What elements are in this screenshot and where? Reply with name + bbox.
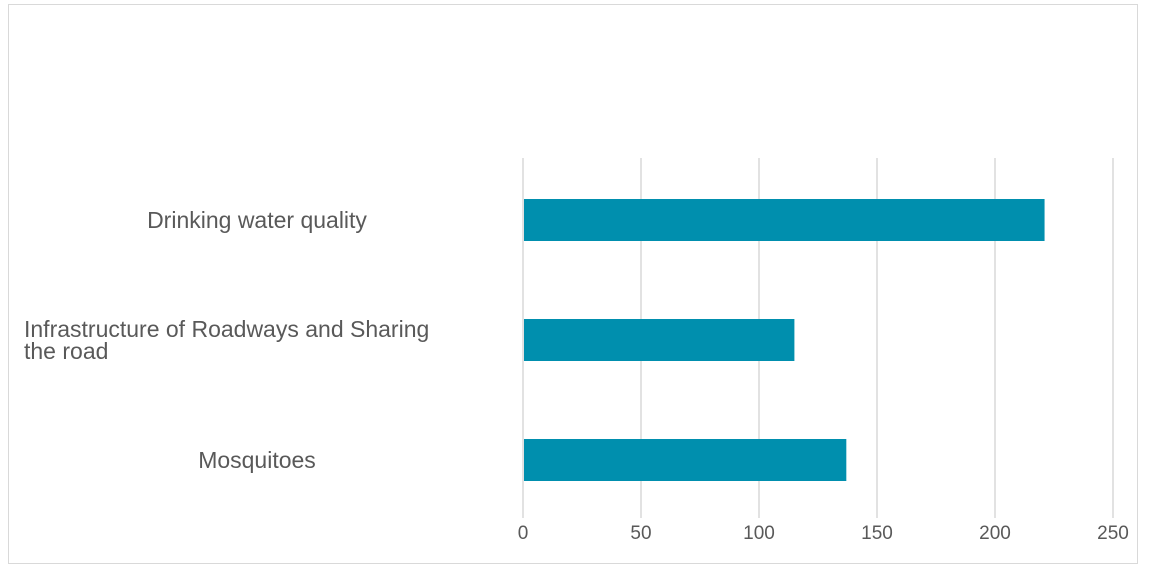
x-tick-label: 0: [518, 523, 529, 544]
bar-0: [524, 199, 1045, 241]
category-label-line: Infrastructure of Roadways and Sharing: [24, 316, 429, 342]
bar-2: [524, 439, 847, 481]
x-tick-label: 200: [979, 523, 1011, 544]
bars: [524, 199, 1045, 481]
category-labels: Drinking water quality Infrastructure of …: [24, 207, 429, 473]
x-tick-label: 50: [630, 523, 651, 544]
x-tick-label: 150: [861, 523, 893, 544]
category-label: Drinking water quality: [147, 207, 367, 233]
category-label: Mosquitoes: [198, 447, 316, 473]
x-axis-tick-labels: 0 50 100 150 200 250: [518, 523, 1129, 544]
category-label-line: the road: [24, 338, 108, 364]
x-tick-label: 250: [1097, 523, 1129, 544]
bar-1: [524, 319, 795, 361]
category-label: Infrastructure of Roadways and Sharing th…: [24, 316, 429, 364]
x-tick-label: 100: [743, 523, 775, 544]
